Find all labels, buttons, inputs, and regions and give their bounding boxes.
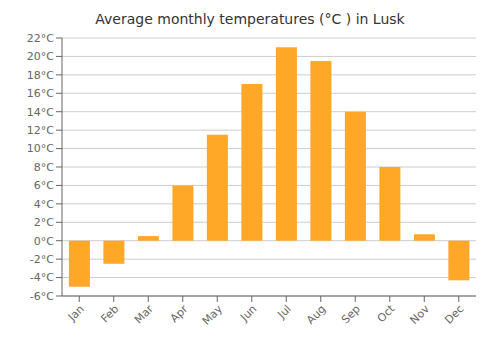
svg-text:Feb: Feb xyxy=(98,302,121,325)
svg-text:Aug: Aug xyxy=(304,302,328,326)
svg-text:Dec: Dec xyxy=(442,302,466,326)
svg-text:Apr: Apr xyxy=(168,302,191,325)
html-text:Average monthly temperatures (: Average monthly temperatures (°C ) in Lu… xyxy=(95,11,405,27)
svg-text:0°C: 0°C xyxy=(34,235,54,248)
svg-text:12°C: 12°C xyxy=(27,124,54,137)
svg-text:18°C: 18°C xyxy=(27,69,54,82)
svg-text:-6°C: -6°C xyxy=(30,290,54,303)
svg-text:Jun: Jun xyxy=(237,302,259,324)
svg-text:4°C: 4°C xyxy=(34,198,54,211)
svg-text:14°C: 14°C xyxy=(27,106,54,119)
svg-text:-4°C: -4°C xyxy=(30,271,54,284)
svg-text:Oct: Oct xyxy=(375,302,398,325)
svg-text:20°C: 20°C xyxy=(27,50,54,63)
svg-text:16°C: 16°C xyxy=(27,87,54,100)
svg-text:8°C: 8°C xyxy=(34,161,54,174)
svg-text:Jan: Jan xyxy=(65,302,87,324)
svg-text:22°C: 22°C xyxy=(27,32,54,45)
svg-text:6°C: 6°C xyxy=(34,179,54,192)
svg-text:Nov: Nov xyxy=(408,302,433,327)
svg-text:May: May xyxy=(200,302,226,328)
svg-text:10°C: 10°C xyxy=(27,142,54,155)
svg-text:Sep: Sep xyxy=(339,302,363,326)
svg-text:-2°C: -2°C xyxy=(30,253,54,266)
svg-text:Jul: Jul xyxy=(275,302,294,321)
svg-text:2°C: 2°C xyxy=(34,216,54,229)
svg-text:Mar: Mar xyxy=(132,302,156,326)
